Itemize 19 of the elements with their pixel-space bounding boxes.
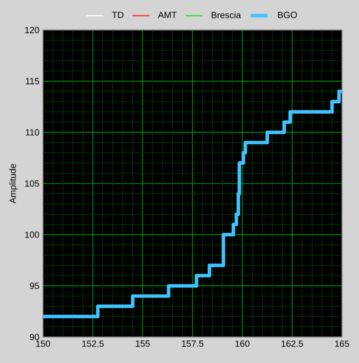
y-tick-label: 105: [25, 180, 40, 187]
y-tick-label: 120: [25, 26, 40, 34]
x-tick-label: 157.5: [182, 340, 204, 347]
legend-label: AMT: [158, 12, 177, 18]
x-tick-label: 152.5: [82, 340, 104, 347]
y-tick-label: 95: [30, 282, 40, 290]
x-tick-label: 150: [36, 340, 50, 347]
x-tick-label: 160: [236, 340, 250, 347]
x-tick-label: 165: [335, 340, 350, 347]
y-tick-label: 90: [30, 334, 40, 340]
legend-label: Brescia: [212, 12, 241, 18]
legend-label: TD: [112, 12, 124, 18]
legend-label: BGO: [278, 12, 297, 18]
x-tick-label: 162.5: [282, 340, 304, 347]
y-tick-label: 115: [26, 78, 40, 84]
y-tick-label: 100: [25, 231, 40, 238]
y-tick-label: 110: [26, 129, 40, 136]
y-axis-title: Amplitude: [9, 164, 18, 204]
x-tick-label: 155: [136, 340, 150, 347]
